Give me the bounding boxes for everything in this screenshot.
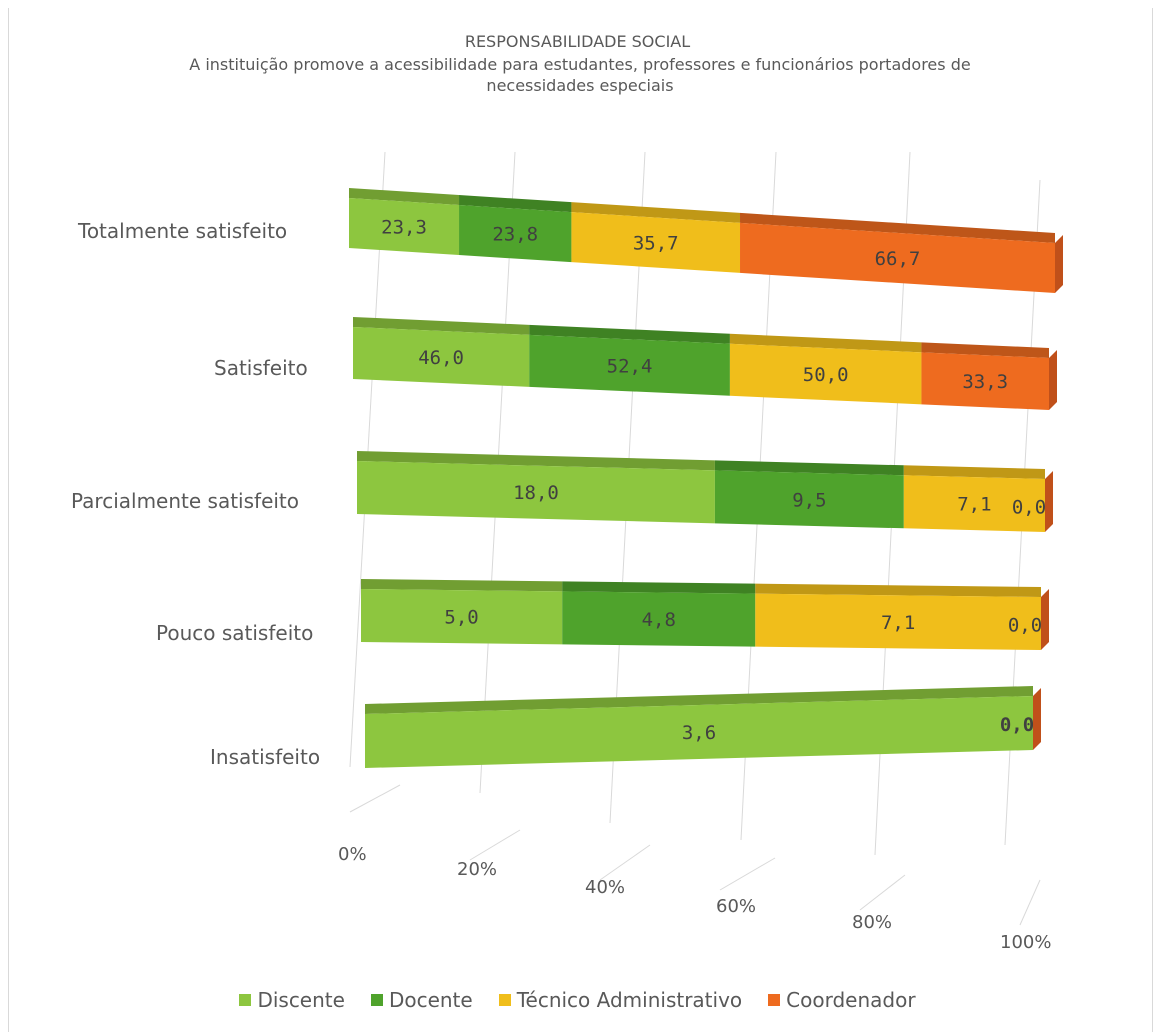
legend-label: Técnico Administrativo [517, 988, 742, 1012]
data-label: 7,1 [957, 494, 991, 516]
bar-end-cap [1055, 235, 1063, 293]
data-label: 52,4 [607, 355, 653, 377]
data-label: 4,8 [642, 609, 676, 631]
data-label: 7,1 [881, 612, 915, 634]
data-label: 9,5 [792, 489, 826, 511]
floor-gridline [350, 785, 400, 812]
legend-label: Coordenador [786, 988, 915, 1012]
data-label: 35,7 [633, 233, 679, 255]
floor-gridline [470, 830, 520, 860]
floor-gridline [860, 875, 905, 910]
category-label: Parcialmente satisfeito [71, 489, 299, 513]
data-label: 0,0 [1008, 615, 1042, 637]
legend-item: Coordenador [768, 988, 915, 1012]
data-label: 23,8 [492, 224, 538, 246]
x-tick-label: 100% [1000, 932, 1051, 953]
data-label: 66,7 [875, 248, 921, 270]
legend-item: Docente [371, 988, 473, 1012]
legend-swatch [768, 994, 780, 1006]
bar-end-cap [1041, 589, 1049, 650]
legend-swatch [371, 994, 383, 1006]
x-tick-label: 40% [585, 877, 625, 898]
data-label: 50,0 [803, 364, 849, 386]
legend-swatch [499, 994, 511, 1006]
legend-item: Discente [239, 988, 345, 1012]
x-tick-label: 0% [338, 844, 367, 865]
legend-item: Técnico Administrativo [499, 988, 742, 1012]
floor-gridline [600, 845, 650, 880]
bar-end-cap [1045, 471, 1053, 532]
data-label: 0,0 [1000, 714, 1034, 736]
data-label: 33,3 [962, 371, 1008, 393]
data-label: 5,0 [444, 607, 478, 629]
legend-label: Discente [257, 988, 345, 1012]
category-label: Totalmente satisfeito [77, 219, 287, 243]
legend-label: Docente [389, 988, 473, 1012]
x-tick-label: 80% [852, 912, 892, 933]
data-label: 3,6 [682, 722, 716, 744]
bar-end-cap [1049, 350, 1057, 410]
x-tick-label: 60% [716, 896, 756, 917]
category-label: Satisfeito [214, 356, 308, 380]
legend-swatch [239, 994, 251, 1006]
category-label: Pouco satisfeito [156, 621, 313, 645]
category-label: Insatisfeito [210, 745, 320, 769]
data-label: 46,0 [418, 347, 464, 369]
data-label: 18,0 [513, 482, 559, 504]
data-label: 0,0 [1012, 497, 1046, 519]
floor-gridline [720, 858, 775, 890]
chart-legend: Discente Docente Técnico Administrativo Coo… [0, 988, 1155, 1012]
data-label: 23,3 [381, 217, 427, 239]
bar-end-cap [1033, 688, 1041, 750]
x-tick-label: 20% [457, 859, 497, 880]
floor-gridline [1020, 880, 1040, 925]
